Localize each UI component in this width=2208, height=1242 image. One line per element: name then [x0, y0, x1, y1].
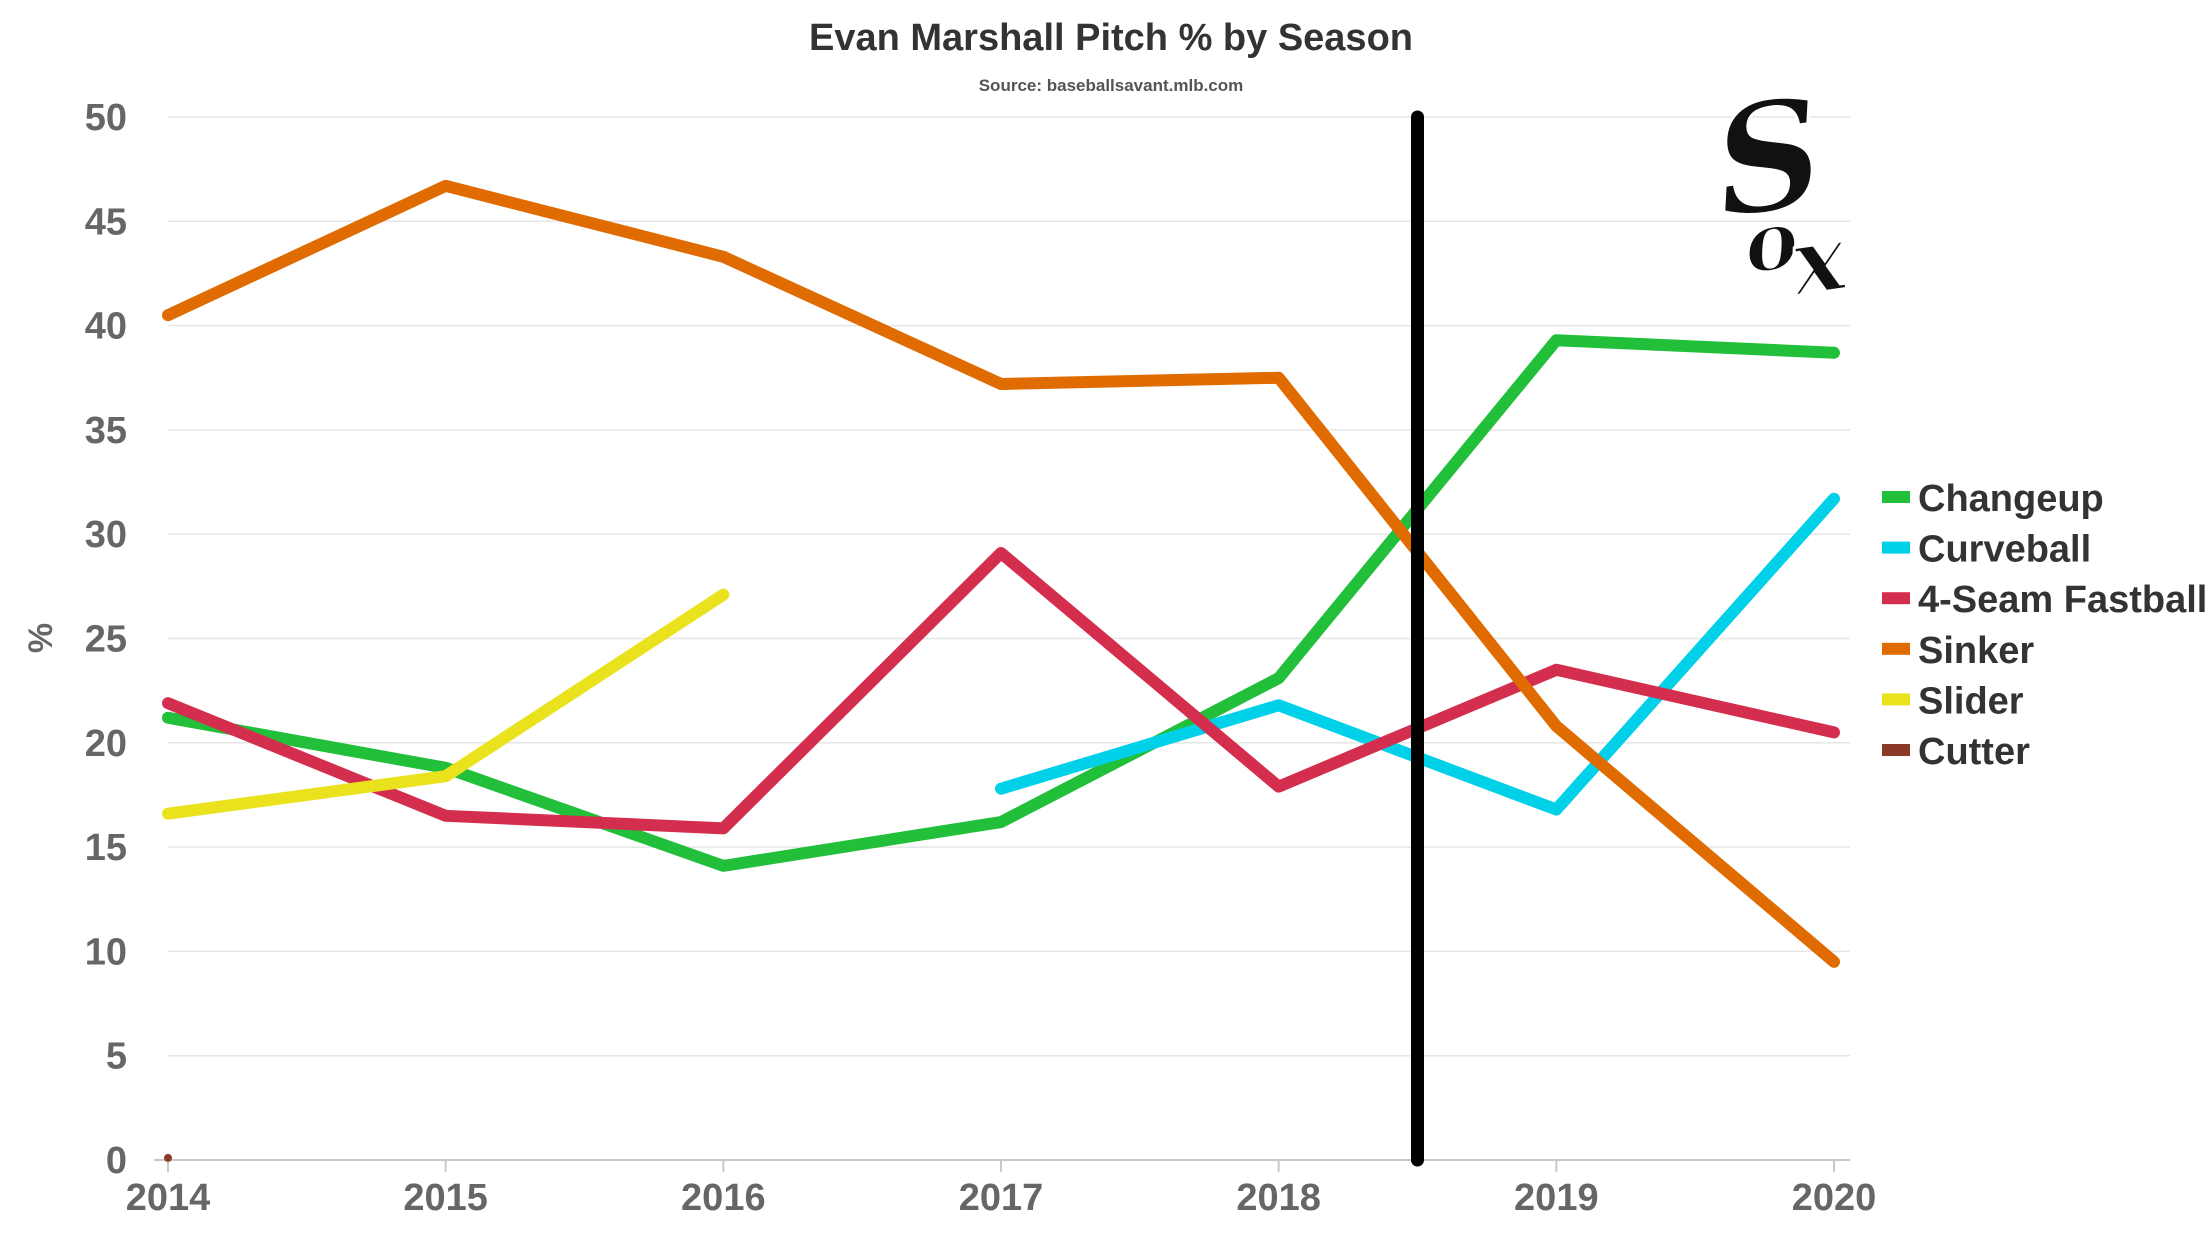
legend-label-cutter: Cutter [1918, 731, 2030, 773]
legend-swatch-sinker [1882, 642, 1910, 655]
x-tick-label: 2016 [681, 1177, 766, 1219]
chart-subtitle: Source: baseballsavant.mlb.com [979, 76, 1244, 95]
y-tick-label: 0 [106, 1140, 127, 1182]
x-tick-label: 2020 [1792, 1177, 1877, 1219]
x-tick-label: 2017 [959, 1177, 1044, 1219]
legend: Changeup Curveball 4-Seam Fastball Sinker Sl… [1882, 478, 2207, 773]
series-point-cutter [164, 1153, 172, 1162]
y-tick-label: 50 [85, 97, 127, 139]
grid [168, 116, 1850, 1057]
y-tick-label: 45 [85, 201, 127, 243]
legend-swatch-cutter [1882, 744, 1910, 756]
y-tick-label: 20 [85, 723, 127, 765]
series-line-sinker [162, 179, 1840, 968]
y-tick-label: 10 [85, 931, 127, 973]
y-axis-label: % [22, 623, 60, 653]
series-lines [162, 179, 1840, 1162]
y-axis-ticks: 0 5 10 15 20 25 30 35 40 45 50 [85, 97, 127, 1182]
legend-swatch-slider [1882, 693, 1910, 706]
legend-swatch-changeup [1882, 491, 1910, 503]
legend-label-4-seam-fastball: 4-Seam Fastball [1918, 579, 2207, 621]
legend-label-sinker: Sinker [1918, 630, 2034, 672]
legend-swatch-4-seam-fastball [1882, 592, 1910, 605]
legend-label-slider: Slider [1918, 680, 2024, 722]
chart-title: Evan Marshall Pitch % by Season [809, 17, 1413, 59]
series-line-slider [162, 588, 730, 820]
y-tick-label: 30 [85, 514, 127, 556]
y-tick-label: 40 [85, 306, 127, 348]
x-tick-label: 2018 [1236, 1177, 1321, 1219]
legend-label-curveball: Curveball [1918, 529, 2091, 571]
legend-swatch-curveball [1882, 541, 1910, 554]
svg-text:x: x [1782, 203, 1854, 318]
y-tick-label: 5 [106, 1036, 127, 1078]
x-axis-ticks: 2014 2015 2016 2017 2018 2019 2020 [126, 1160, 1877, 1219]
sox-logo: S o x [1702, 62, 1856, 319]
series-line-changeup [162, 334, 1840, 872]
series-line-4-seam-fastball [162, 546, 1840, 835]
y-tick-label: 35 [85, 410, 127, 452]
svg-text:S: S [1703, 64, 1835, 253]
y-tick-label: 25 [85, 619, 127, 661]
x-tick-label: 2014 [126, 1177, 211, 1219]
legend-label-changeup: Changeup [1918, 478, 2104, 520]
x-tick-label: 2015 [403, 1177, 488, 1219]
x-tick-label: 2019 [1514, 1177, 1599, 1219]
y-tick-label: 15 [85, 827, 127, 869]
